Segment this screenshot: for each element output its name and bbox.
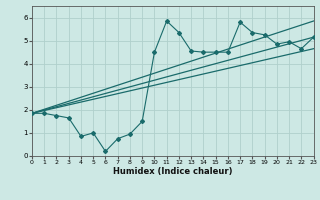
X-axis label: Humidex (Indice chaleur): Humidex (Indice chaleur) (113, 167, 233, 176)
